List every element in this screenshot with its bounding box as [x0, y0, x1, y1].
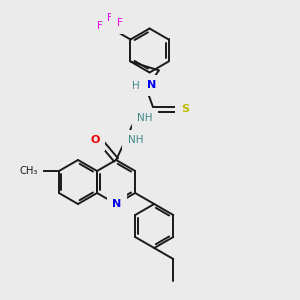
- Text: F: F: [116, 19, 122, 28]
- Text: CH₃: CH₃: [20, 166, 38, 176]
- Text: F: F: [97, 22, 102, 32]
- Text: O: O: [90, 135, 100, 145]
- Text: N: N: [147, 80, 156, 90]
- Text: NH: NH: [137, 113, 152, 123]
- Text: N: N: [112, 199, 122, 209]
- Text: NH: NH: [128, 135, 143, 145]
- Text: H: H: [132, 81, 140, 92]
- Text: F: F: [106, 14, 112, 23]
- Text: S: S: [181, 104, 189, 114]
